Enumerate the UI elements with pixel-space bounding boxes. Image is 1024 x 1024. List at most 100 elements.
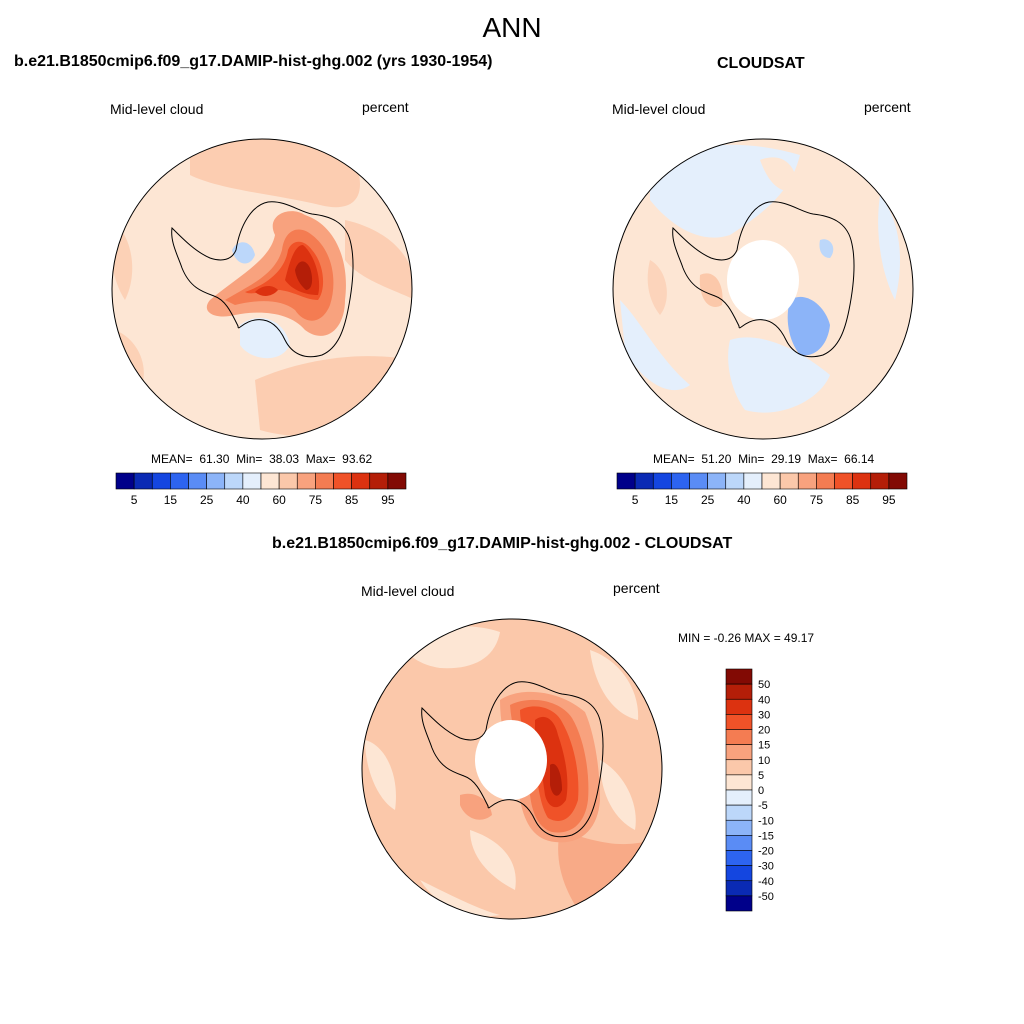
model-colorbar-swatch [369, 472, 389, 490]
model-stats: MEAN= 61.30 Min= 38.03 Max= 93.62 [151, 452, 372, 466]
diff-units-label: percent [613, 580, 660, 596]
diff-colorbar-swatch [725, 729, 753, 745]
diff-map [361, 618, 663, 920]
obs-min-value: 29.19 [771, 452, 802, 466]
diff-colorbar-tick-label: 30 [758, 709, 770, 721]
diff-colorbar-tick-label: -15 [758, 830, 774, 842]
diff-colorbar-swatch [725, 759, 753, 776]
obs-colorbar-swatch [779, 472, 799, 490]
model-mean-label: MEAN= [151, 452, 193, 466]
obs-stats: MEAN= 51.20 Min= 29.19 Max= 66.14 [653, 452, 874, 466]
model-colorbar-swatch [206, 472, 226, 490]
obs-colorbar-tick-label: 5 [632, 493, 639, 507]
model-colorbar-swatch [315, 472, 334, 490]
diff-map-field [362, 619, 662, 919]
obs-max-label: Max= [807, 452, 838, 466]
diff-variable-label: Mid-level cloud [361, 583, 455, 599]
model-colorbar-swatch [333, 472, 352, 490]
model-map-boundary [111, 138, 413, 440]
obs-mean-label: MEAN= [653, 452, 695, 466]
diff-colorbar-tick-label: -40 [758, 876, 774, 888]
model-colorbar-tick-label: 60 [272, 493, 286, 507]
model-min-value: 38.03 [269, 452, 300, 466]
obs-colorbar-swatch [725, 472, 745, 490]
diff-colorbar-swatch [725, 880, 753, 897]
model-colorbar-tick-label: 5 [131, 493, 138, 507]
model-colorbar: 5 15 25 40 60 75 85 95 [115, 472, 407, 507]
model-colorbar-tick-label: 15 [164, 493, 178, 507]
obs-colorbar-swatch [689, 472, 708, 490]
obs-min-label: Min= [738, 452, 765, 466]
obs-colorbar-swatch [761, 472, 781, 490]
obs-units-label: percent [864, 99, 911, 115]
diff-colorbar-swatch [725, 698, 753, 715]
model-units-label: percent [362, 99, 409, 115]
obs-colorbar-tick-label: 75 [810, 493, 824, 507]
model-mean-value: 61.30 [199, 452, 230, 466]
diff-colorbar-tick-label: -20 [758, 846, 774, 858]
obs-colorbar-swatch [834, 472, 853, 490]
obs-colorbar-swatch [852, 472, 872, 490]
diff-colorbar-swatch [725, 683, 753, 700]
obs-map-boundary [612, 138, 914, 440]
diff-colorbar-tick-label: 10 [758, 755, 770, 767]
model-colorbar-swatch [242, 472, 262, 490]
model-colorbar-tick-label: 25 [200, 493, 214, 507]
obs-colorbar: 5 15 25 40 60 75 85 95 [616, 472, 908, 507]
model-colorbar-tick-label: 40 [236, 493, 250, 507]
diff-colorbar-swatch [725, 895, 753, 912]
diff-map-boundary [361, 618, 663, 920]
obs-colorbar-tick-label: 25 [701, 493, 715, 507]
obs-colorbar-tick-label: 85 [846, 493, 860, 507]
obs-colorbar-swatch [797, 472, 817, 490]
diff-colorbar-swatch [725, 804, 753, 821]
model-colorbar-tick-label: 75 [309, 493, 323, 507]
obs-colorbar-swatch [707, 472, 727, 490]
season-title: ANN [482, 12, 542, 43]
diff-colorbar-tick-label: -5 [758, 800, 768, 812]
obs-colorbar-swatch [870, 472, 890, 490]
model-min-label: Min= [236, 452, 263, 466]
obs-mean-value: 51.20 [701, 452, 732, 466]
diff-colorbar-swatch [725, 744, 753, 761]
model-colorbar-swatch [151, 472, 171, 490]
obs-max-value: 66.14 [844, 452, 875, 466]
diff-colorbar-swatch [725, 774, 753, 791]
model-colorbar-swatch [115, 472, 135, 490]
obs-colorbar-swatch [671, 472, 690, 490]
obs-colorbar-tick-label: 40 [737, 493, 751, 507]
obs-colorbar-swatch [743, 472, 763, 490]
model-max-value: 93.62 [342, 452, 373, 466]
model-colorbar-swatch [296, 472, 316, 490]
diff-colorbar-swatch [725, 865, 753, 882]
diff-colorbar-swatch [725, 850, 753, 866]
diff-colorbar-tick-label: -10 [758, 815, 774, 827]
model-colorbar-swatch [170, 472, 189, 490]
model-map [111, 138, 413, 440]
model-colorbar-swatch [351, 472, 371, 490]
diff-colorbar-tick-label: 40 [758, 694, 770, 706]
model-colorbar-swatch [188, 472, 207, 490]
diff-colorbar-tick-label: -50 [758, 891, 774, 903]
diff-colorbar-swatch [725, 668, 753, 685]
obs-colorbar-tick-label: 95 [882, 493, 896, 507]
model-colorbar-tick-label: 85 [345, 493, 359, 507]
model-colorbar-swatch [278, 472, 298, 490]
model-panel-title: b.e21.B1850cmip6.f09_g17.DAMIP-hist-ghg.… [14, 53, 493, 70]
obs-variable-label: Mid-level cloud [612, 101, 706, 117]
diff-colorbar-tick-label: 20 [758, 725, 770, 737]
diff-colorbar-swatch [725, 835, 753, 851]
model-colorbar-swatch [387, 472, 407, 490]
diff-colorbar-tick-label: 5 [758, 770, 764, 782]
model-colorbar-swatch [260, 472, 280, 490]
diff-colorbar-tick-label: 50 [758, 679, 770, 691]
obs-colorbar-swatch [634, 472, 654, 490]
diff-minmax-text: MIN = -0.26 MAX = 49.17 [678, 631, 815, 645]
diff-colorbar-swatch [725, 714, 753, 730]
obs-panel-title: CLOUDSAT [717, 55, 805, 72]
obs-colorbar-swatch [652, 472, 672, 490]
obs-map-field [613, 139, 913, 439]
model-colorbar-swatch [224, 472, 244, 490]
